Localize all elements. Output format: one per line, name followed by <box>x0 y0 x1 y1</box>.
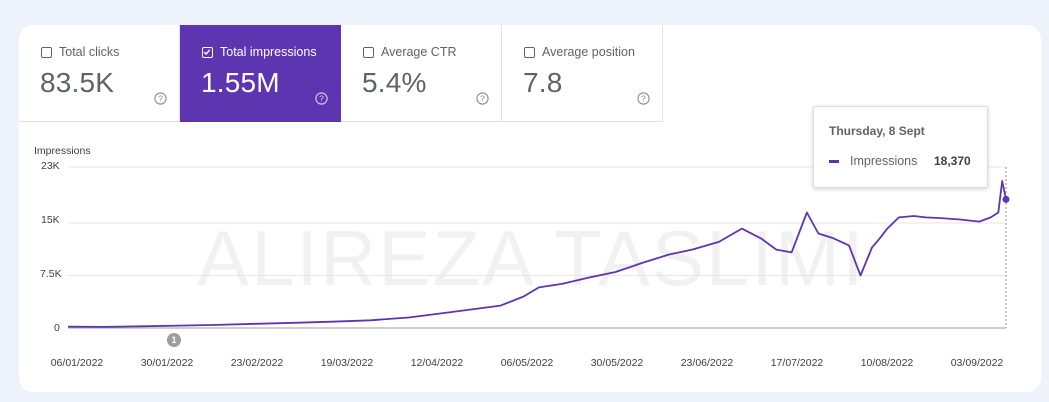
series-swatch <box>829 160 839 163</box>
tooltip-value: 18,370 <box>934 154 971 168</box>
metric-tabs: Total clicks 83.5K ? Total impressions 1… <box>19 25 663 122</box>
metric-total-impressions[interactable]: Total impressions 1.55M ? <box>180 25 341 122</box>
y-axis-title: Impressions <box>34 145 91 157</box>
x-tick-label: 06/01/2022 <box>50 357 104 369</box>
x-tick-label: 12/04/2022 <box>410 357 464 369</box>
metric-value: 7.8 <box>523 67 563 98</box>
x-tick-label: 23/06/2022 <box>680 357 734 369</box>
metric-label: Total clicks <box>59 45 120 59</box>
svg-text:?: ? <box>158 93 163 103</box>
metric-label: Total impressions <box>220 45 317 59</box>
x-tick-label: 06/05/2022 <box>500 357 554 369</box>
checkbox-unchecked-icon[interactable] <box>41 47 52 58</box>
help-icon[interactable]: ? <box>637 92 650 110</box>
metric-label: Average position <box>542 45 635 59</box>
series-line-impressions <box>67 180 1007 328</box>
svg-text:?: ? <box>641 93 646 103</box>
svg-text:?: ? <box>480 93 485 103</box>
metric-value: 5.4% <box>362 67 427 98</box>
metric-total-clicks[interactable]: Total clicks 83.5K ? <box>19 25 180 122</box>
y-tick-label: 0 <box>54 322 60 334</box>
x-tick-label: 19/03/2022 <box>320 357 374 369</box>
checkbox-checked-icon[interactable] <box>202 47 213 58</box>
y-tick-label: 15K <box>41 214 60 226</box>
watermark: ALIREZA TASLIMI <box>197 214 866 302</box>
tooltip-date: Thursday, 8 Sept <box>829 124 925 138</box>
hover-point[interactable] <box>1002 195 1010 203</box>
x-tick-label: 30/05/2022 <box>590 357 644 369</box>
metric-label: Average CTR <box>381 45 457 59</box>
x-tick-label: 10/08/2022 <box>860 357 914 369</box>
svg-text:?: ? <box>319 93 324 103</box>
metric-value: 83.5K <box>40 67 115 98</box>
x-tick-label: 17/07/2022 <box>770 357 824 369</box>
metric-average-ctr[interactable]: Average CTR 5.4% ? <box>341 25 502 122</box>
help-icon[interactable]: ? <box>315 92 328 110</box>
x-tick-label: 30/01/2022 <box>140 357 194 369</box>
checkbox-unchecked-icon[interactable] <box>363 47 374 58</box>
metric-value: 1.55M <box>201 67 280 98</box>
y-tick-label: 23K <box>41 160 60 172</box>
metric-average-position[interactable]: Average position 7.8 ? <box>502 25 663 122</box>
annotation-marker[interactable]: 1 <box>167 333 181 347</box>
help-icon[interactable]: ? <box>154 92 167 110</box>
y-tick-label: 7.5K <box>40 268 62 280</box>
performance-card: Total clicks 83.5K ? Total impressions 1… <box>19 25 1041 392</box>
x-tick-label: 03/09/2022 <box>950 357 1004 369</box>
tooltip-series-name: Impressions <box>850 154 918 168</box>
x-tick-label: 23/02/2022 <box>230 357 284 369</box>
help-icon[interactable]: ? <box>476 92 489 110</box>
checkbox-unchecked-icon[interactable] <box>524 47 535 58</box>
chart-tooltip: Thursday, 8 Sept Impressions 18,370 <box>813 106 988 188</box>
